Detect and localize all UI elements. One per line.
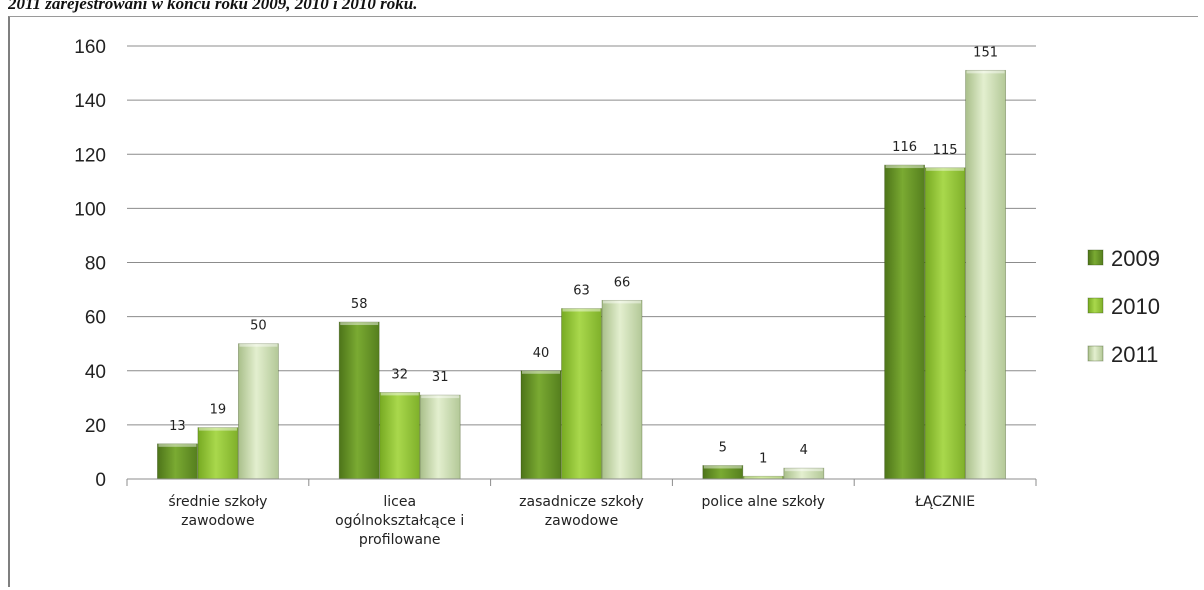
x-tick-label: zawodowe: [181, 513, 254, 529]
bars: [156, 69, 1006, 480]
x-tick-label: średnie szkoły: [168, 494, 267, 510]
y-tick-label: 100: [74, 199, 106, 220]
bar-highlight: [198, 427, 237, 431]
bar-2010: [197, 427, 239, 480]
data-label: 115: [933, 143, 958, 158]
bar-highlight: [562, 308, 601, 312]
y-axis-ticks: 0 20 40 60 80 100 120 140 160: [74, 37, 106, 491]
bar-highlight: [239, 343, 278, 347]
bar-2009: [520, 370, 562, 480]
legend-swatch-2011: [1087, 345, 1104, 362]
figure-caption: 2011 zarejestrowani w końcu roku 2009, 2…: [8, 0, 418, 13]
bar-2011: [965, 69, 1006, 480]
bar-2010: [924, 167, 966, 480]
x-tick-label: ŁĄCZNIE: [914, 494, 975, 510]
chart-area: 0 20 40 60 80 100 120 140 160 13 19 50 58 32 31 40 63 66…: [8, 16, 1198, 587]
y-tick-label: 80: [85, 254, 106, 275]
data-label: 32: [391, 367, 408, 382]
legend-label: 2009: [1111, 246, 1160, 271]
data-label: 66: [614, 275, 631, 290]
x-tick-label: ogólnokształcące i: [335, 513, 464, 529]
data-label: 1: [759, 451, 767, 466]
y-tick-label: 160: [74, 37, 106, 58]
x-tick-label: zawodowe: [545, 513, 618, 529]
y-tick-label: 0: [95, 470, 106, 491]
data-labels: 13 19 50 58 32 31 40 63 66 5 1 4 116 115 151: [169, 45, 998, 466]
bar-highlight: [926, 167, 965, 171]
bar-highlight: [966, 70, 1005, 74]
y-tick-label: 60: [85, 308, 106, 329]
bar-2010: [561, 308, 602, 480]
bar-2009: [884, 164, 925, 480]
x-tick-label: zasadnicze szkoły: [519, 494, 644, 510]
data-label: 40: [533, 346, 550, 361]
data-label: 31: [432, 370, 449, 385]
x-tick-label: profilowane: [359, 532, 441, 548]
x-tick-label: licea: [383, 494, 416, 510]
x-tick-label: police alne szkoły: [702, 494, 825, 510]
data-label: 13: [169, 419, 186, 434]
bar-highlight: [421, 395, 460, 399]
data-label: 19: [210, 403, 227, 418]
bar-highlight: [603, 300, 641, 304]
legend-label: 2011: [1111, 342, 1158, 367]
y-tick-label: 140: [74, 91, 106, 112]
x-axis: średnie szkoły zawodowe licea ogólnokształc…: [126, 478, 1037, 548]
data-label: 116: [892, 140, 917, 155]
bar-2009: [156, 443, 198, 480]
data-label: 58: [351, 297, 368, 312]
data-label: 63: [573, 284, 590, 299]
legend-label: 2010: [1111, 294, 1160, 319]
y-tick-label: 40: [85, 362, 106, 383]
legend-swatch-2010: [1087, 297, 1104, 314]
data-label: 4: [800, 443, 808, 458]
y-tick-label: 20: [85, 416, 106, 437]
legend: 2009 2010 2011: [1087, 246, 1160, 367]
bar-highlight: [784, 468, 823, 472]
bar-chart: 0 20 40 60 80 100 120 140 160 13 19 50 58 32 31 40 63 66…: [74, 37, 1160, 548]
data-label: 50: [250, 319, 267, 334]
data-label: 5: [719, 440, 727, 455]
data-label: 151: [973, 45, 998, 60]
bar-highlight: [885, 165, 924, 169]
bar-highlight: [522, 370, 560, 374]
bar-highlight: [744, 476, 783, 479]
y-tick-label: 120: [74, 145, 106, 166]
bar-2011: [237, 343, 279, 480]
bar-2010: [379, 391, 421, 480]
bar-2011: [601, 299, 643, 480]
bar-highlight: [703, 465, 742, 469]
bar-highlight: [380, 392, 419, 396]
legend-swatch-2009: [1087, 249, 1104, 266]
bar-highlight: [340, 322, 379, 326]
bar-2011: [419, 394, 461, 480]
bar-highlight: [158, 443, 197, 447]
bar-2009: [338, 321, 380, 480]
